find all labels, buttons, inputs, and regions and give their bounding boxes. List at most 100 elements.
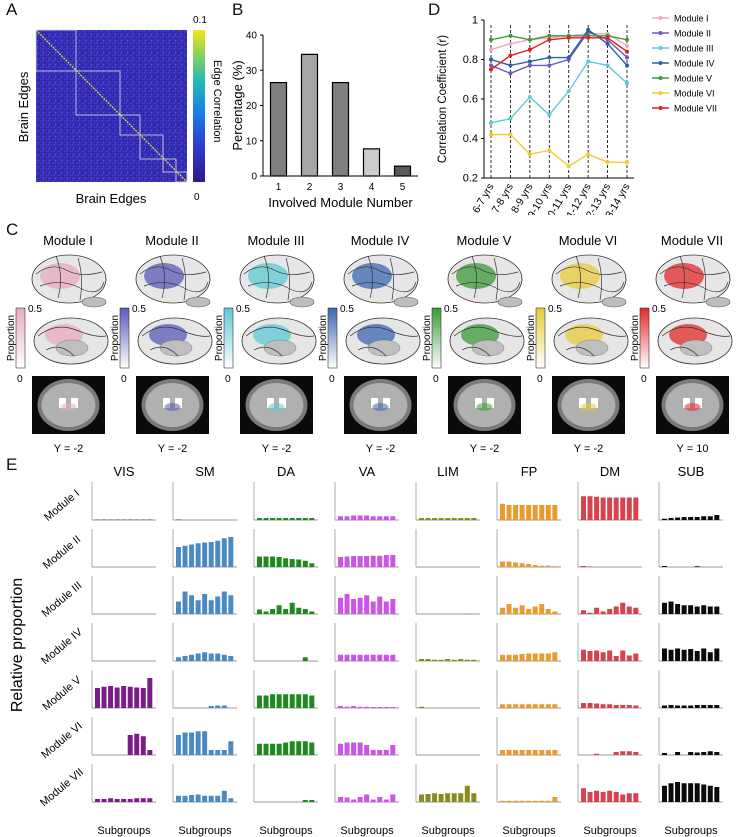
subgroup-bar	[513, 704, 519, 708]
subgroup-bar	[607, 650, 613, 661]
subgroup-bar	[338, 557, 343, 567]
subgroup-bar	[519, 654, 525, 661]
subgroup-bar	[471, 793, 477, 802]
subgroup-bar	[613, 497, 619, 520]
subgroup-bar	[506, 654, 512, 661]
subgroup-bar	[681, 605, 687, 614]
subgroup-bar	[296, 694, 302, 708]
subgroup-bar	[613, 656, 619, 661]
subgroup-bar	[552, 704, 558, 708]
module-column-5: Module V 0.5 0 Proportion Y = -2	[422, 233, 525, 455]
column-title-dm: DM	[600, 464, 620, 479]
subgroup-bar	[390, 654, 396, 661]
module-title: Module VII	[661, 233, 723, 248]
module-title: Module IV	[351, 233, 410, 248]
subgroup-bar	[189, 544, 195, 567]
y-tick-label: 10	[246, 136, 258, 147]
subgroup-bar	[513, 800, 519, 802]
subgroup-bar	[532, 653, 538, 661]
subgroup-bar	[215, 705, 221, 708]
mri-highlight	[60, 403, 77, 411]
subgroup-bar	[451, 518, 457, 520]
module-title: Module I	[43, 233, 93, 248]
subgroup-bar	[519, 563, 525, 567]
subgroup-bar	[552, 505, 558, 520]
slice-label: Y = -2	[54, 443, 83, 455]
subgroup-bar	[419, 706, 424, 708]
subgroup-bar	[668, 649, 674, 661]
subgroup-bar	[370, 555, 376, 567]
subgroup-bar	[221, 705, 227, 708]
subgroup-bar	[309, 695, 315, 708]
subgroup-bar	[302, 694, 308, 708]
subgroup-bar	[270, 556, 276, 567]
legend-label: Module I	[674, 14, 709, 24]
subgroup-bar	[545, 653, 551, 661]
subgroup-bar	[182, 591, 188, 614]
series-point	[566, 35, 571, 40]
subgroup-bar	[215, 596, 221, 614]
subgroup-bar	[302, 657, 308, 661]
mri-subcortical-left	[267, 398, 274, 408]
subgroup-bar	[701, 605, 707, 614]
x-axis-title: Involved Module Number	[268, 195, 413, 210]
subgroup-bar	[283, 694, 289, 708]
subgroup-bar	[95, 688, 100, 708]
module-title: Module VI	[559, 233, 618, 248]
colorbar-max-label: 0.5	[28, 304, 42, 315]
panel-a-matrix: 0.1 0 Edge Correlation Brain Edges Brain…	[16, 15, 223, 206]
legend-marker	[658, 16, 663, 20]
subgroup-bar	[114, 799, 120, 802]
subgroup-bar	[257, 556, 262, 567]
panel-e-ylabel: Relative proportion	[9, 578, 26, 712]
subgroup-bar	[600, 792, 606, 802]
subgroup-bar	[500, 607, 505, 614]
subgroup-bar	[309, 611, 315, 614]
proportion-colorbar	[535, 307, 546, 369]
subgroup-bar	[668, 705, 674, 708]
series-point	[625, 49, 629, 54]
subgroup-bar	[108, 686, 114, 708]
subgroup-bar	[309, 800, 315, 802]
subgroup-bar	[364, 515, 370, 520]
subgroup-bar	[383, 654, 389, 661]
panel-letter-e: E	[6, 455, 18, 474]
subgroup-bar	[364, 556, 370, 567]
subgroup-bar	[613, 752, 619, 755]
colorbar-max-label: 0.5	[236, 304, 250, 315]
subgroup-bar	[228, 537, 234, 567]
subgroup-bar	[675, 782, 681, 802]
subgroup-bar	[390, 707, 396, 708]
series-line-module-vi	[491, 133, 627, 168]
mri-subcortical-right	[695, 398, 702, 408]
proportion-colorbar	[431, 307, 442, 369]
subgroup-bar	[263, 556, 269, 567]
subgroup-bar	[633, 607, 639, 614]
subgroup-bar	[458, 793, 464, 802]
subgroup-bar	[513, 607, 519, 614]
subgroup-bar	[147, 519, 153, 520]
subgroup-bar	[662, 753, 667, 755]
subgroup-bar	[377, 516, 383, 520]
subgroup-bar	[296, 559, 302, 567]
series-line-module-iii	[490, 60, 628, 124]
subgroup-bar	[338, 597, 343, 614]
subgroup-bar	[552, 652, 558, 661]
subgroup-bar	[176, 547, 181, 567]
subgroup-bar	[108, 519, 114, 520]
x-axis-title: Subgroups	[583, 825, 637, 837]
matrix-diagonal	[35, 29, 188, 183]
subgroup-bar	[464, 659, 470, 661]
subgroup-bar	[302, 518, 308, 520]
subgroup-bar	[195, 600, 201, 614]
module-column-7: Module VII 0.5 0 Proportion Y = 10	[630, 233, 733, 455]
medial-sulci	[37, 326, 107, 357]
medial-wall	[159, 339, 193, 357]
mri-highlight	[164, 403, 181, 411]
module-column-1: Module I 0.5 0 Proportion Y = -2	[6, 233, 109, 455]
medial-wall	[263, 339, 297, 357]
subgroup-bar	[189, 595, 195, 614]
y-tick-label: 0.6	[463, 94, 478, 106]
subgroup-bar	[208, 600, 214, 614]
series-line-module-iv	[490, 28, 628, 67]
